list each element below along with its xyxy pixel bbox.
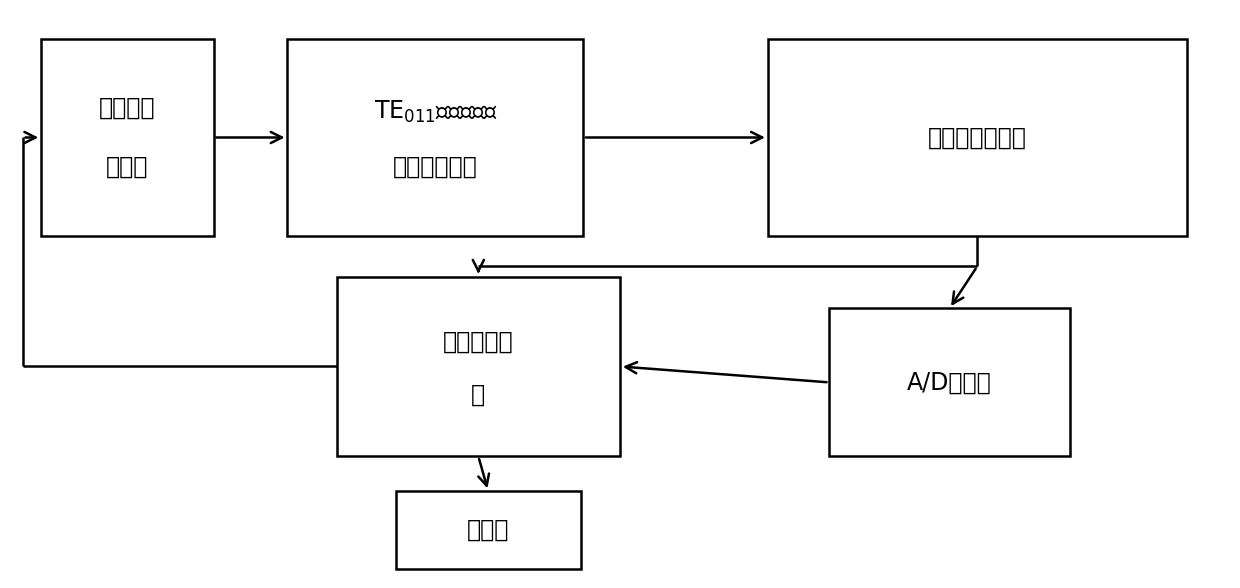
Bar <box>337 276 620 456</box>
Text: 圆柱形谐振腔: 圆柱形谐振腔 <box>393 155 477 179</box>
Bar <box>288 39 583 236</box>
Text: 计算机: 计算机 <box>467 518 510 542</box>
Text: A/D转换器: A/D转换器 <box>908 370 992 395</box>
Text: 锁相扫频: 锁相扫频 <box>99 96 155 120</box>
Bar <box>768 39 1187 236</box>
Text: 信号源: 信号源 <box>107 155 149 179</box>
Bar <box>41 39 213 236</box>
Text: 单片机控制: 单片机控制 <box>443 329 513 353</box>
Text: 器: 器 <box>471 383 485 407</box>
Bar <box>830 309 1070 456</box>
Bar <box>396 491 580 569</box>
Text: 对数放大检波器: 对数放大检波器 <box>928 125 1027 149</box>
Text: TE$_{011}$模式振荡的: TE$_{011}$模式振荡的 <box>373 99 497 125</box>
